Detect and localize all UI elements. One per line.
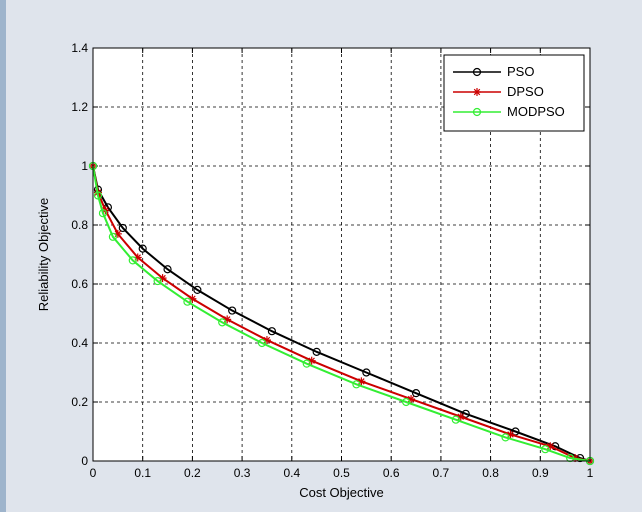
x-tick-label: 0.2 [184,466,201,480]
legend-label: MODPSO [507,104,565,119]
data-point [501,433,510,442]
data-point [228,306,237,315]
x-tick-label: 0.1 [134,466,151,480]
reliability-cost-chart: 0 0.1 0.2 0.3 0.4 0.5 0.6 0.7 0.8 0.9 1 0 0.2 0.4 0.6… [36,41,595,500]
legend-entry-pso: PSO [453,64,534,79]
data-point [183,297,192,306]
data-point [193,285,202,294]
data-point [566,453,575,463]
data-point [362,368,371,377]
data-point [138,244,147,253]
data-point [402,397,411,407]
x-tick-label: 0.3 [234,466,251,480]
data-point [302,359,311,368]
data-point [128,256,137,265]
y-tick-label: 0.2 [71,395,88,409]
x-tick-label: 0.6 [383,466,400,480]
data-point [352,380,361,389]
data-point [267,327,277,336]
y-tick-labels: 0 0.2 0.4 0.6 0.8 1 1.2 1.4 [71,41,88,468]
x-tick-label: 0.4 [283,466,300,480]
data-point [118,223,127,233]
x-tick-label: 0.7 [433,466,450,480]
data-point [93,191,103,200]
legend-label: PSO [507,64,534,79]
plot-border [92,47,591,462]
data-point [108,232,117,241]
legend-entry-dpso: DPSO [453,84,544,99]
y-tick-label: 1.2 [71,100,88,114]
series-layer [88,161,595,466]
x-tick-label: 0.5 [333,466,350,480]
data-point [163,265,172,274]
legend-marker [473,88,481,96]
x-tick-label: 0.8 [482,466,499,480]
series-line [92,165,591,462]
x-tick-labels: 0 0.1 0.2 0.3 0.4 0.5 0.6 0.7 0.8 0.9 1 [90,466,594,480]
y-axis-label: Reliability Objective [36,198,51,311]
x-tick-label: 0.9 [532,466,549,480]
data-point [411,389,421,398]
y-tick-label: 0.8 [71,218,88,232]
y-tick-label: 0.6 [71,277,88,291]
y-tick-label: 1 [81,159,88,173]
legend-marker [472,107,482,117]
y-tick-label: 1.4 [71,41,88,55]
legend-box [443,54,585,132]
series-modpso [88,161,595,466]
data-point [98,209,108,218]
y-tick-label: 0.4 [71,336,88,350]
legend: PSO DPSO MODPSO [443,54,585,132]
x-axis-label: Cost Objective [299,485,384,500]
data-point [541,445,550,454]
data-point [312,347,321,356]
series-line [92,165,591,462]
data-point [218,318,227,327]
data-point [257,338,267,348]
legend-entry-modpso: MODPSO [453,104,565,119]
y-tick-label: 0 [81,454,88,468]
x-tick-label: 1 [587,466,594,480]
data-point [461,409,470,418]
data-point [153,276,162,286]
legend-label: DPSO [507,84,544,99]
x-tick-label: 0 [90,466,97,480]
data-point [451,415,460,424]
legend-marker [472,67,482,77]
